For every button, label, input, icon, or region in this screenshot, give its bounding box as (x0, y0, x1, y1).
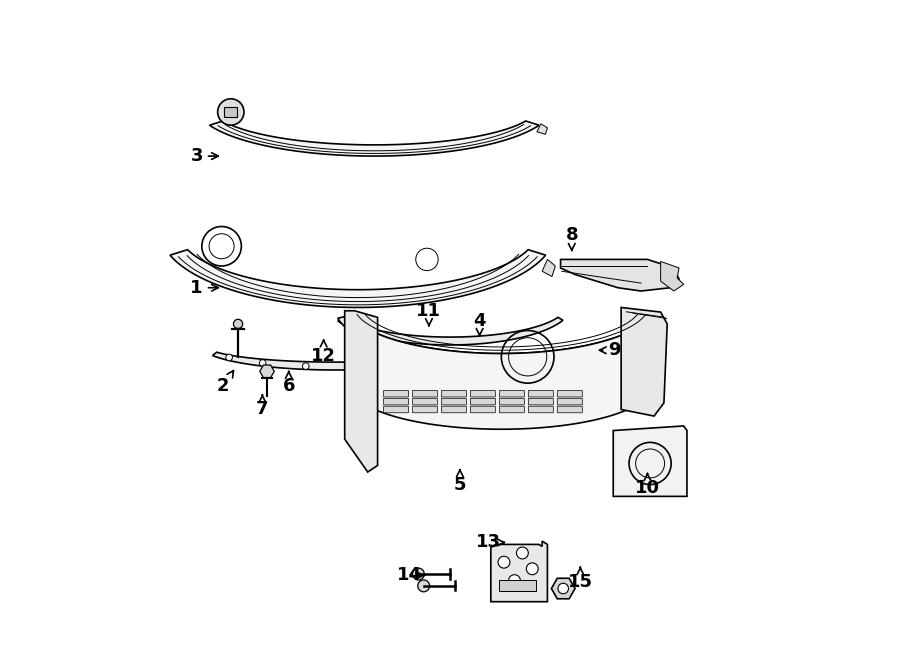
Text: 3: 3 (190, 147, 219, 165)
Text: 10: 10 (635, 473, 660, 498)
Circle shape (508, 574, 520, 586)
FancyBboxPatch shape (499, 580, 536, 591)
Text: 13: 13 (476, 533, 504, 551)
Text: 8: 8 (565, 226, 578, 251)
Polygon shape (491, 541, 547, 602)
Text: 15: 15 (568, 567, 593, 591)
FancyBboxPatch shape (441, 399, 466, 405)
FancyBboxPatch shape (441, 391, 466, 397)
Polygon shape (661, 261, 684, 291)
Polygon shape (542, 259, 555, 276)
FancyBboxPatch shape (557, 407, 582, 412)
FancyBboxPatch shape (557, 399, 582, 405)
Circle shape (412, 568, 424, 580)
Text: 12: 12 (311, 340, 336, 364)
FancyBboxPatch shape (383, 399, 409, 405)
FancyBboxPatch shape (471, 399, 495, 405)
FancyBboxPatch shape (224, 106, 237, 117)
Circle shape (394, 361, 400, 368)
Polygon shape (170, 250, 545, 307)
Circle shape (259, 360, 266, 366)
Polygon shape (561, 259, 680, 291)
Circle shape (302, 363, 309, 369)
Polygon shape (212, 352, 452, 370)
Polygon shape (351, 315, 652, 429)
Circle shape (526, 563, 538, 574)
FancyBboxPatch shape (383, 391, 409, 397)
Polygon shape (338, 317, 562, 345)
FancyBboxPatch shape (471, 391, 495, 397)
Text: 11: 11 (417, 302, 441, 326)
FancyBboxPatch shape (412, 407, 437, 412)
Circle shape (498, 557, 510, 568)
Text: 1: 1 (190, 279, 219, 297)
Polygon shape (210, 121, 539, 156)
FancyBboxPatch shape (412, 399, 437, 405)
Circle shape (349, 363, 356, 369)
FancyBboxPatch shape (557, 391, 582, 397)
Polygon shape (621, 307, 667, 416)
FancyBboxPatch shape (441, 407, 466, 412)
FancyBboxPatch shape (528, 399, 554, 405)
Circle shape (558, 583, 569, 594)
Polygon shape (338, 315, 665, 367)
Circle shape (233, 319, 243, 329)
FancyBboxPatch shape (383, 407, 409, 412)
Circle shape (218, 98, 244, 125)
Circle shape (430, 356, 436, 362)
Polygon shape (613, 426, 687, 496)
FancyBboxPatch shape (500, 399, 525, 405)
FancyBboxPatch shape (412, 391, 437, 397)
Text: 5: 5 (454, 470, 466, 494)
Text: 6: 6 (283, 371, 295, 395)
Text: 4: 4 (473, 311, 486, 336)
FancyBboxPatch shape (500, 391, 525, 397)
Text: 2: 2 (217, 371, 233, 395)
FancyBboxPatch shape (528, 407, 554, 412)
FancyBboxPatch shape (528, 391, 554, 397)
Circle shape (517, 547, 528, 559)
Text: 9: 9 (599, 341, 621, 359)
Text: 7: 7 (256, 395, 269, 418)
Text: 14: 14 (397, 566, 425, 584)
FancyBboxPatch shape (500, 407, 525, 412)
FancyBboxPatch shape (471, 407, 495, 412)
Polygon shape (537, 124, 547, 134)
Circle shape (226, 354, 232, 361)
Circle shape (418, 580, 429, 592)
Polygon shape (345, 311, 378, 472)
